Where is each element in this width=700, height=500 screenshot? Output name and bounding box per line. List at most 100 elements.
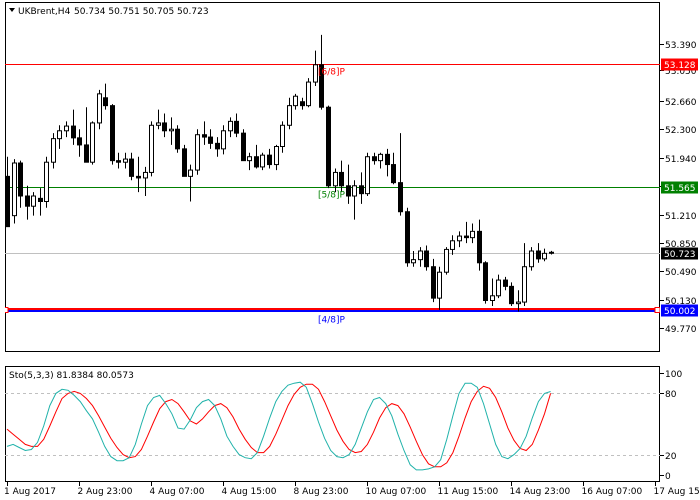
candle-body	[306, 81, 311, 107]
price-tick-label: 50.850	[665, 240, 697, 250]
candle-body	[182, 148, 187, 177]
level-labels: [6/8]P [5/8]P [4/8]P	[318, 68, 346, 326]
oscillator-lines	[6, 381, 552, 471]
candle	[529, 247, 534, 271]
candle	[457, 231, 462, 248]
candle	[411, 251, 416, 267]
candle	[319, 34, 324, 110]
level-name: [5/8]P	[318, 191, 346, 201]
candle	[391, 152, 396, 185]
level-price-tag-text: 50.002	[664, 307, 696, 317]
candle-body	[234, 120, 239, 134]
level-handle-right	[654, 307, 660, 313]
candle	[326, 105, 331, 189]
candle-body	[97, 93, 102, 124]
candle-body	[143, 171, 148, 179]
candle-body	[254, 156, 259, 168]
candle	[378, 152, 383, 169]
symbol-label: UKBrent,H4	[18, 7, 71, 17]
price-tick-label: 53.050	[665, 67, 697, 77]
time-tick-label: 4 Aug 07:00	[150, 487, 205, 497]
candle-body	[509, 285, 514, 305]
candle	[136, 156, 141, 193]
candle	[483, 261, 488, 304]
level-price-tag	[661, 181, 698, 194]
candle	[464, 221, 469, 244]
candle	[306, 78, 311, 108]
candle	[470, 223, 475, 244]
candle-body	[51, 138, 56, 163]
candle	[313, 50, 318, 86]
time-tick-label: 1 Aug 2017	[4, 487, 56, 497]
time-tick-label: 16 Aug 07:00	[582, 487, 643, 497]
oscillator-tick-label: 20	[665, 452, 677, 462]
candle	[51, 133, 56, 169]
candle-body	[536, 250, 541, 260]
candle	[274, 144, 279, 171]
candle-body	[38, 197, 43, 203]
candle	[536, 243, 541, 263]
candle	[38, 188, 43, 216]
candle-body	[372, 156, 377, 162]
candle-body	[221, 130, 226, 150]
candle-body	[169, 128, 174, 132]
candle-body	[450, 240, 455, 250]
candle-body	[84, 144, 89, 163]
candle	[287, 97, 292, 130]
candle	[149, 121, 154, 177]
candle-body	[267, 154, 272, 166]
level-name: [4/8]P	[318, 316, 346, 326]
candle-body	[464, 235, 469, 239]
oscillator-tick-label: 0	[665, 472, 671, 482]
candle	[234, 113, 239, 138]
candle	[516, 290, 521, 312]
candle-body	[470, 230, 475, 239]
candle-body	[490, 295, 495, 301]
candle	[522, 243, 527, 306]
candle-body	[77, 137, 82, 146]
candle	[208, 129, 213, 149]
candle-body	[12, 162, 17, 217]
time-tick-label: 17 Aug 15:00	[654, 487, 700, 497]
candle-body	[529, 250, 534, 268]
candle	[175, 125, 180, 153]
oscillator-label: Sto(5,3,3) 81.8384 80.0573	[9, 371, 134, 381]
candle-body	[346, 185, 351, 197]
triangle-down-icon[interactable]	[9, 8, 15, 12]
level-price-tag	[661, 58, 698, 71]
candle-body	[215, 142, 220, 150]
candle	[18, 160, 23, 208]
oscillator-tick-label: 80	[665, 390, 677, 400]
candle-body	[398, 182, 403, 213]
candle-body	[431, 266, 436, 299]
candle-body	[123, 158, 128, 163]
time-tick-label: 10 Aug 07:00	[366, 487, 427, 497]
level-price-tag-text: 53.128	[664, 61, 696, 71]
candle-body	[228, 120, 233, 132]
candle	[254, 144, 259, 169]
candle	[444, 247, 449, 275]
candle	[64, 121, 69, 138]
candle	[431, 258, 436, 303]
candle-body	[483, 262, 488, 301]
candle-body	[103, 97, 108, 107]
candle-body	[57, 130, 62, 140]
candle	[202, 121, 207, 145]
oscillator-axis: 100 80 20 0	[660, 370, 682, 482]
candle-body	[385, 153, 390, 166]
stochastic-d-line	[6, 383, 552, 468]
candle	[437, 266, 442, 310]
candle	[365, 152, 370, 196]
candle-body	[136, 175, 141, 179]
candle	[542, 248, 547, 262]
candle-body	[149, 124, 154, 173]
candle	[31, 192, 36, 216]
oscillator-panel-frame	[5, 366, 660, 482]
candle-body	[64, 125, 69, 132]
candle	[44, 156, 49, 208]
stochastic-k-line	[6, 381, 551, 471]
candle	[509, 282, 514, 306]
candle-body	[18, 162, 23, 197]
